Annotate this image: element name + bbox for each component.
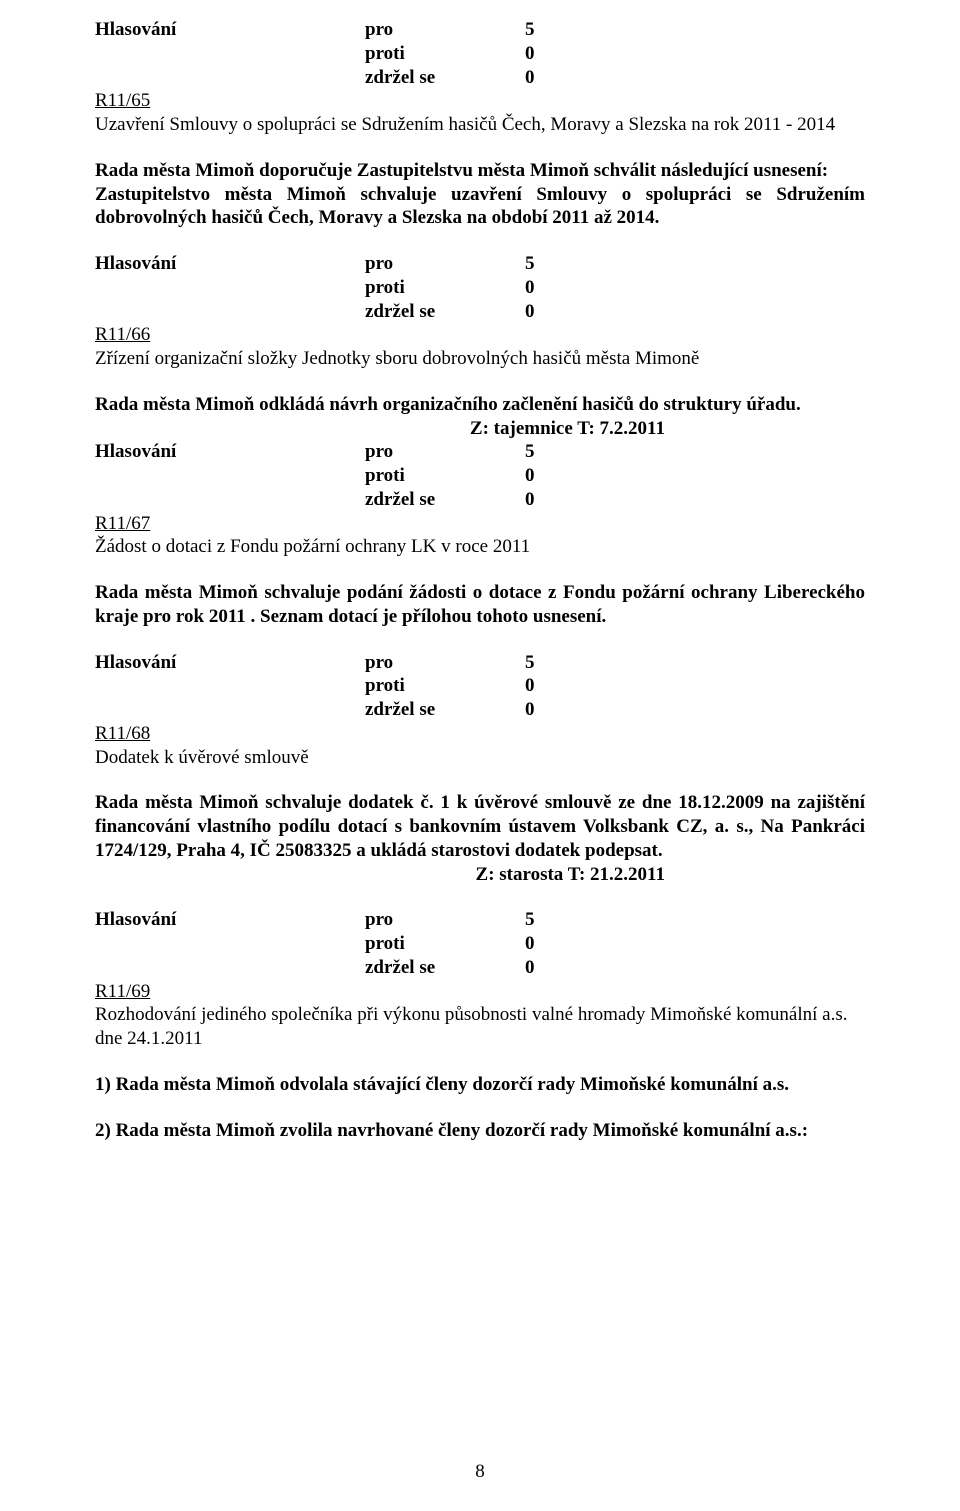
resolution-ref: R11/65 [95,89,865,113]
vote-zdrzel-label: zdržel se [365,66,525,90]
resolution-ref: R11/68 [95,722,865,746]
vote-zdrzel-label: zdržel se [365,698,525,722]
vote-pro-label: pro [365,440,525,464]
vote-row-zdrzel: zdržel se 0 [95,956,865,980]
resolution-title: Žádost o dotaci z Fondu požární ochrany … [95,535,865,559]
vote-spacer [95,956,365,980]
resolution-title: Dodatek k úvěrové smlouvě [95,746,865,770]
resolution-ref: R11/69 [95,980,865,1004]
vote-spacer [95,42,365,66]
vote-pro-count: 5 [525,252,535,276]
vote-proti-count: 0 [525,464,535,488]
vote-zdrzel-count: 0 [525,956,535,980]
vote-zdrzel-label: zdržel se [365,300,525,324]
vote-label: Hlasování [95,440,365,464]
vote-proti-label: proti [365,932,525,956]
vote-spacer [95,66,365,90]
vote-row-zdrzel: zdržel se 0 [95,66,865,90]
vote-pro-count: 5 [525,651,535,675]
vote-row-pro: Hlasování pro 5 [95,651,865,675]
vote-spacer [95,464,365,488]
vote-row-pro: Hlasování pro 5 [95,252,865,276]
vote-row-proti: proti 0 [95,464,865,488]
page-number: 8 [0,1461,960,1483]
vote-proti-label: proti [365,464,525,488]
vote-row-proti: proti 0 [95,932,865,956]
vote-row-proti: proti 0 [95,276,865,300]
vote-proti-count: 0 [525,932,535,956]
vote-pro-count: 5 [525,18,535,42]
vote-zdrzel-count: 0 [525,698,535,722]
vote-spacer [95,932,365,956]
resolution-body: Rada města Mimoň schvaluje dodatek č. 1 … [95,791,865,862]
vote-spacer [95,276,365,300]
vote-pro-label: pro [365,651,525,675]
vote-row-pro: Hlasování pro 5 [95,18,865,42]
vote-proti-label: proti [365,42,525,66]
resolution-ref: R11/67 [95,512,865,536]
vote-row-proti: proti 0 [95,42,865,66]
vote-row-zdrzel: zdržel se 0 [95,488,865,512]
vote-label: Hlasování [95,18,365,42]
resolution-title: Rozhodování jediného společníka při výko… [95,1003,865,1051]
resolution-ref: R11/66 [95,323,865,347]
vote-row-pro: Hlasování pro 5 [95,908,865,932]
vote-spacer [95,698,365,722]
resolution-title: Zřízení organizační složky Jednotky sbor… [95,347,865,371]
vote-row-proti: proti 0 [95,674,865,698]
vote-pro-label: pro [365,18,525,42]
vote-pro-label: pro [365,252,525,276]
resolution-body: 1) Rada města Mimoň odvolala stávající č… [95,1073,865,1097]
vote-pro-count: 5 [525,440,535,464]
vote-spacer [95,488,365,512]
vote-label: Hlasování [95,252,365,276]
resolution-body: Zastupitelstvo města Mimoň schvaluje uza… [95,183,865,231]
vote-proti-label: proti [365,276,525,300]
vote-proti-count: 0 [525,674,535,698]
vote-zdrzel-count: 0 [525,488,535,512]
vote-spacer [95,300,365,324]
vote-proti-label: proti [365,674,525,698]
vote-pro-count: 5 [525,908,535,932]
resolution-deadline: Z: tajemnice T: 7.2.2011 [95,417,865,441]
page: Hlasování pro 5 proti 0 zdržel se 0 R11/… [0,0,960,1511]
vote-row-zdrzel: zdržel se 0 [95,698,865,722]
vote-proti-count: 0 [525,276,535,300]
vote-row-pro: Hlasování pro 5 [95,440,865,464]
resolution-body: 2) Rada města Mimoň zvolila navrhované č… [95,1119,865,1143]
resolution-title: Uzavření Smlouvy o spolupráci se Sdružen… [95,113,865,137]
vote-pro-label: pro [365,908,525,932]
vote-zdrzel-label: zdržel se [365,488,525,512]
vote-label: Hlasování [95,908,365,932]
resolution-body: Rada města Mimoň odkládá návrh organizač… [95,393,865,417]
vote-proti-count: 0 [525,42,535,66]
resolution-body: Rada města Mimoň doporučuje Zastupitelst… [95,159,865,183]
vote-spacer [95,674,365,698]
vote-zdrzel-count: 0 [525,300,535,324]
vote-zdrzel-label: zdržel se [365,956,525,980]
vote-label: Hlasování [95,651,365,675]
resolution-deadline: Z: starosta T: 21.2.2011 [95,863,865,887]
vote-row-zdrzel: zdržel se 0 [95,300,865,324]
resolution-body: Rada města Mimoň schvaluje podání žádost… [95,581,865,629]
vote-zdrzel-count: 0 [525,66,535,90]
